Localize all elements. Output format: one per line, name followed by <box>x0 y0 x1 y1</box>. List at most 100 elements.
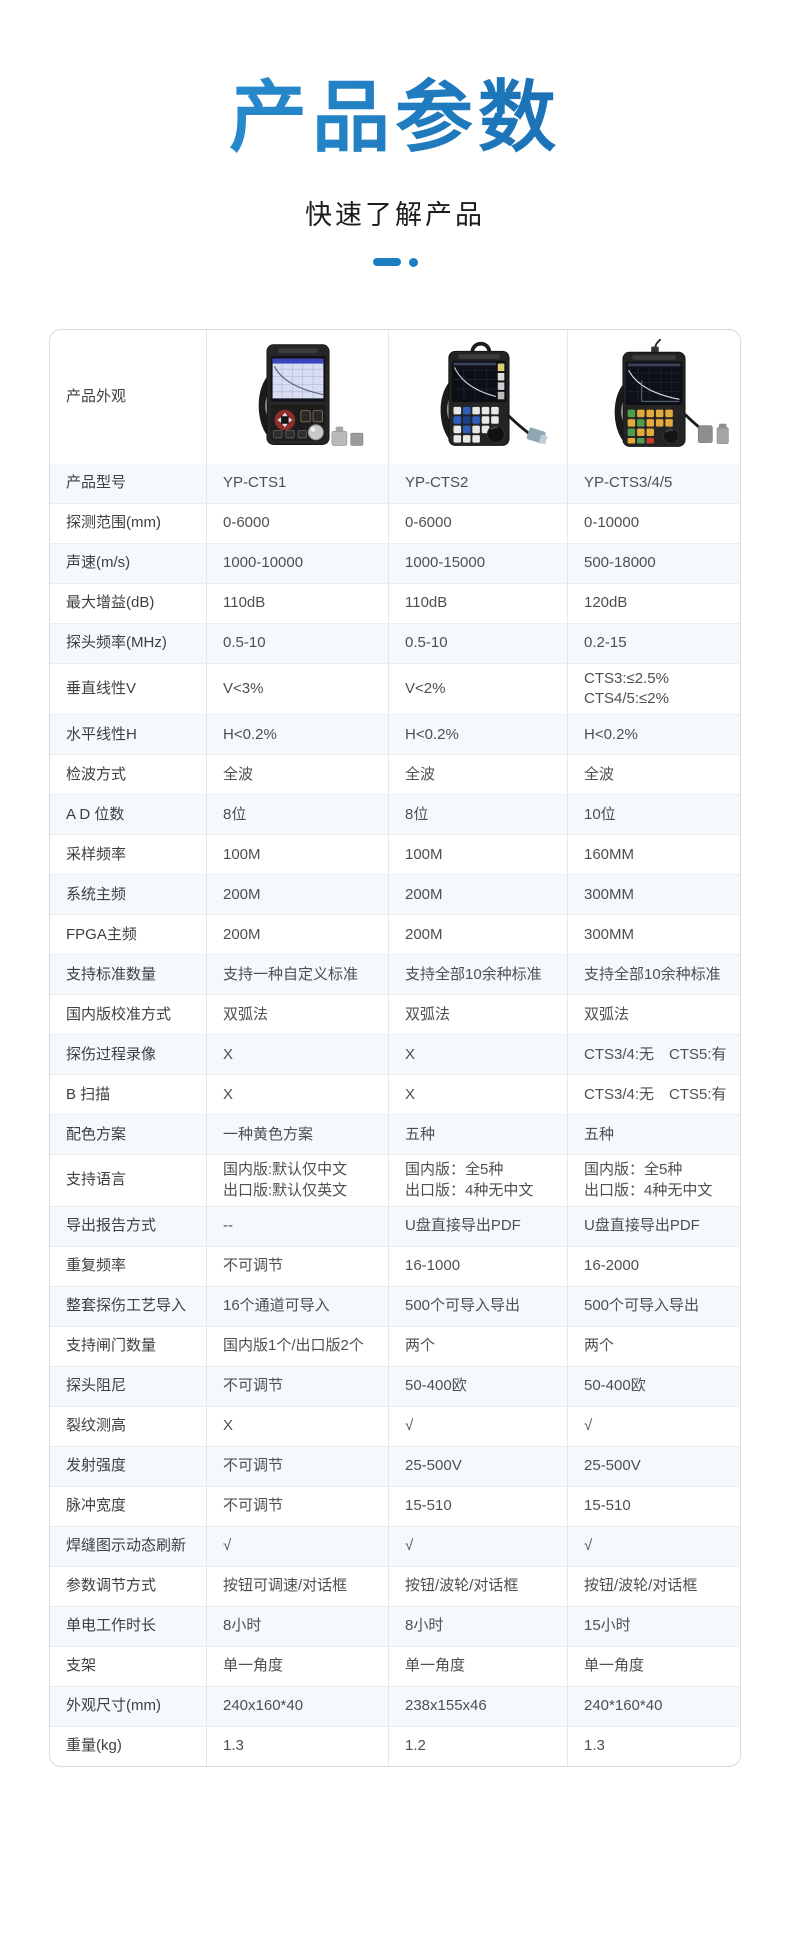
row-value: 五种 <box>388 1115 567 1155</box>
table-row: 产品型号 YP-CTS1 YP-CTS2 YP-CTS3/4/5 <box>50 463 740 503</box>
row-value: H<0.2% <box>388 715 567 755</box>
table-row: 导出报告方式 -- U盘直接导出PDF U盘直接导出PDF <box>50 1205 740 1246</box>
row-value: YP-CTS2 <box>388 463 567 503</box>
row-label: 最大增益(dB) <box>66 594 155 612</box>
table-row-appearance: 产品外观 <box>50 329 740 464</box>
row-label: 外观尺寸(mm) <box>66 1697 161 1715</box>
row-value: 单一角度 <box>388 1646 567 1686</box>
row-value: X <box>388 1035 567 1075</box>
spec-rows: 产品型号 YP-CTS1 YP-CTS2 YP-CTS3/4/5 探测范围(mm) 0-6… <box>50 463 740 1766</box>
row-value: 1.3 <box>206 1726 388 1766</box>
row-value: 五种 <box>567 1115 740 1155</box>
row-value: 100M <box>388 835 567 875</box>
row-value: 双弧法 <box>388 995 567 1035</box>
row-value: √ <box>206 1526 388 1566</box>
row-label: 整套探伤工艺导入 <box>66 1297 187 1315</box>
row-value: 8小时 <box>206 1606 388 1646</box>
row-value: 全波 <box>388 755 567 795</box>
row-label: 探头频率(MHz) <box>66 634 167 652</box>
row-value: 8位 <box>206 795 388 835</box>
row-value: 25-500V <box>567 1446 740 1486</box>
row-value: 1.2 <box>388 1726 567 1766</box>
row-value: 1.3 <box>567 1726 740 1766</box>
table-row: 焊缝图示动态刷新 √ √ √ <box>50 1525 740 1566</box>
table-row: 探头阻尼 不可调节 50-400欧 50-400欧 <box>50 1365 740 1406</box>
row-value: 国内版：全5种 出口版：4种无中文 <box>567 1155 740 1206</box>
row-value: 0.2-15 <box>567 623 740 663</box>
row-label: 产品型号 <box>66 474 127 492</box>
row-value: 不可调节 <box>206 1446 388 1486</box>
row-value: 300MM <box>567 875 740 915</box>
table-row: 发射强度 不可调节 25-500V 25-500V <box>50 1445 740 1486</box>
dash-decoration <box>372 258 401 267</box>
title-underline-decoration <box>0 257 790 267</box>
page-title: 产品参数 <box>0 74 790 161</box>
table-row: 重复频率 不可调节 16-1000 16-2000 <box>50 1245 740 1286</box>
row-value: 国内版:默认仅中文 出口版:默认仅英文 <box>206 1155 388 1206</box>
product-photo-cell-cts1 <box>206 329 388 464</box>
row-label: 探头阻尼 <box>66 1377 127 1395</box>
row-label: 垂直线性V <box>66 679 137 697</box>
row-value: 8小时 <box>388 1606 567 1646</box>
row-value: 110dB <box>388 583 567 623</box>
row-value: X <box>388 1075 567 1115</box>
table-row: B 扫描 X X CTS3/4:无 CTS5:有 <box>50 1074 740 1115</box>
row-value: 按钮可调速/对话框 <box>206 1566 388 1606</box>
row-label: 探测范围(mm) <box>66 514 161 532</box>
table-row: 裂纹测高 X √ √ <box>50 1405 740 1446</box>
row-value: 支持全部10余种标准 <box>388 955 567 995</box>
row-value: 200M <box>206 875 388 915</box>
row-value: CTS3:≤2.5% CTS4/5:≤2% <box>567 663 740 715</box>
row-value: U盘直接导出PDF <box>567 1206 740 1246</box>
row-label: 产品外观 <box>66 387 127 405</box>
row-value: 不可调节 <box>206 1246 388 1286</box>
row-value: X <box>206 1075 388 1115</box>
row-value: X <box>206 1035 388 1075</box>
row-label: 配色方案 <box>66 1125 127 1143</box>
row-value: 两个 <box>388 1326 567 1366</box>
row-value: 0-6000 <box>206 503 388 543</box>
table-row: 配色方案 一种黄色方案 五种 五种 <box>50 1114 740 1155</box>
row-value: V<2% <box>388 663 567 715</box>
table-row: 国内版校准方式 双弧法 双弧法 双弧法 <box>50 994 740 1035</box>
row-label: 单电工作时长 <box>66 1617 157 1635</box>
row-value: -- <box>206 1206 388 1246</box>
table-row: 支持闸门数量 国内版1个/出口版2个 两个 两个 <box>50 1325 740 1366</box>
row-value: 100M <box>206 835 388 875</box>
row-value: 160MM <box>567 835 740 875</box>
dot-decoration <box>408 257 418 267</box>
row-label: 声速(m/s) <box>66 554 131 572</box>
row-value: YP-CTS3/4/5 <box>567 463 740 503</box>
row-value: 1000-10000 <box>206 543 388 583</box>
row-value: 按钮/波轮/对话框 <box>567 1566 740 1606</box>
row-value: 不可调节 <box>206 1486 388 1526</box>
table-row: 采样频率 100M 100M 160MM <box>50 834 740 875</box>
table-row: 单电工作时长 8小时 8小时 15小时 <box>50 1605 740 1646</box>
row-label: 焊缝图示动态刷新 <box>66 1537 187 1555</box>
row-value: 1000-15000 <box>388 543 567 583</box>
row-value: 16-2000 <box>567 1246 740 1286</box>
table-row: 支架 单一角度 单一角度 单一角度 <box>50 1645 740 1686</box>
row-label: 参数调节方式 <box>66 1577 157 1595</box>
table-row: 参数调节方式 按钮可调速/对话框 按钮/波轮/对话框 按钮/波轮/对话框 <box>50 1565 740 1606</box>
row-value: 双弧法 <box>567 995 740 1035</box>
row-label: 支持语言 <box>66 1171 127 1189</box>
table-row: 探测范围(mm) 0-6000 0-6000 0-10000 <box>50 502 740 543</box>
table-row: 垂直线性V V<3% V<2% CTS3:≤2.5% CTS4/5:≤2% <box>50 662 740 715</box>
row-value: 50-400欧 <box>388 1366 567 1406</box>
row-value: 两个 <box>567 1326 740 1366</box>
row-value: 一种黄色方案 <box>206 1115 388 1155</box>
row-value: X <box>206 1406 388 1446</box>
row-value: 200M <box>206 915 388 955</box>
row-value: 500个可导入导出 <box>567 1286 740 1326</box>
table-row: 重量(kg) 1.3 1.2 1.3 <box>50 1725 740 1766</box>
row-label: 采样频率 <box>66 845 127 863</box>
row-value: 15-510 <box>567 1486 740 1526</box>
row-value: √ <box>388 1526 567 1566</box>
row-label: 探伤过程录像 <box>66 1045 157 1063</box>
row-label: 水平线性H <box>66 725 137 743</box>
product-parameters-page: 产品参数 快速了解产品 产品外观 <box>0 74 790 1767</box>
row-value: V<3% <box>206 663 388 715</box>
row-value: 全波 <box>567 755 740 795</box>
product-photo-cell-cts2 <box>388 329 567 464</box>
